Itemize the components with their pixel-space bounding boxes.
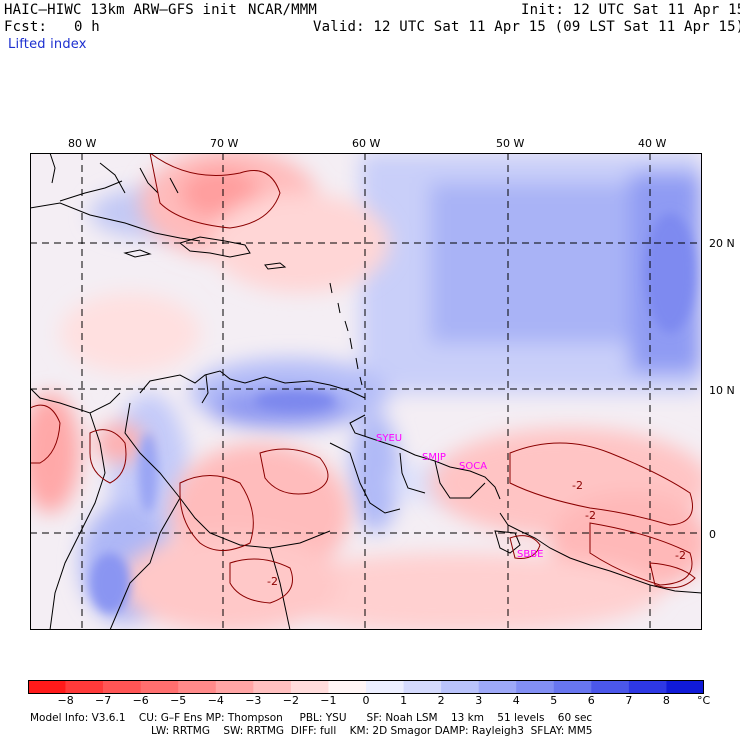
lat-label-10n: 10 N (709, 384, 735, 397)
colorbar-tick-label: 5 (550, 694, 558, 707)
lat-label-20n: 20 N (709, 237, 735, 250)
lon-label-70w: 70 W (210, 137, 239, 150)
colorbar-tick-label: −5 (170, 694, 187, 707)
contour-label: -2 (585, 509, 596, 522)
model-title: HAIC–HIWC 13km ARW–GFS init (4, 2, 237, 18)
colorbar-swatch (553, 680, 592, 694)
colorbar-tick-label: −6 (132, 694, 149, 707)
colorbar-tick-label: 8 (662, 694, 670, 707)
colorbar-frame (28, 680, 704, 694)
station-label-sbbe: SBBE (517, 549, 543, 560)
forecast-hour: 0 h (74, 19, 100, 35)
contour-label: -2 (267, 575, 278, 588)
lon-label-80w: 80 W (68, 137, 97, 150)
colorbar-swatch (28, 680, 66, 694)
colorbar-tick-label: −2 (282, 694, 299, 707)
valid-time: Valid: 12 UTC Sat 11 Apr 15 (09 LST Sat … (313, 19, 740, 35)
colorbar-swatch (103, 680, 141, 694)
colorbar-tick-label: 7 (625, 694, 633, 707)
map-frame (30, 153, 702, 630)
colorbar-swatch (178, 680, 217, 694)
lon-label-60w: 60 W (352, 137, 381, 150)
forecast-label: Fcst: (4, 19, 48, 35)
colorbar-swatch (366, 680, 404, 694)
colorbar-swatch (591, 680, 630, 694)
coastlines (30, 153, 702, 630)
init-time: Init: 12 UTC Sat 11 Apr 15 (521, 2, 740, 18)
lat-label-equator: 0 (709, 528, 716, 541)
colorbar-tick-label: −7 (94, 694, 112, 707)
contour-label: -2 (572, 479, 583, 492)
lifted-index-map: -2 -2 -2 -2 SYEU SMJP SOCA SBBE (30, 153, 702, 630)
colorbar-tick-label: 0 (362, 694, 370, 707)
colorbar-tick-label: −3 (245, 694, 262, 707)
colorbar-unit: °C (697, 694, 711, 707)
contour-label: -2 (675, 549, 686, 562)
contour-minus-2 (30, 153, 696, 604)
colorbar-swatch (666, 680, 704, 694)
colorbar-swatch (328, 680, 367, 694)
colorbar-swatch (628, 680, 667, 694)
colorbar-swatch (65, 680, 104, 694)
colorbar-tick-label: 3 (475, 694, 483, 707)
colorbar-tick-label: −1 (320, 694, 337, 707)
colorbar (28, 680, 704, 694)
model-info-line-2: LW: RRTMG SW: RRTMG DIFF: full KM: 2D Sm… (151, 725, 593, 737)
station-label-soca: SOCA (459, 461, 487, 472)
colorbar-tick-label: 6 (587, 694, 595, 707)
colorbar-swatch (441, 680, 479, 694)
lon-label-40w: 40 W (638, 137, 667, 150)
colorbar-tick-label: −8 (57, 694, 74, 707)
colorbar-swatch (215, 680, 254, 694)
colorbar-swatch (403, 680, 442, 694)
station-label-syeu: SYEU (376, 433, 402, 444)
negative-lifted-index-area (30, 153, 702, 630)
colorbar-tick-label: 4 (512, 694, 520, 707)
center-label: NCAR/MMM (248, 2, 318, 18)
colorbar-swatch (478, 680, 517, 694)
field-name: Lifted index (8, 37, 87, 52)
station-label-smjp: SMJP (422, 452, 446, 463)
colorbar-tick-label: 2 (437, 694, 445, 707)
colorbar-swatch (140, 680, 179, 694)
lon-label-50w: 50 W (496, 137, 525, 150)
model-info-line-1: Model Info: V3.6.1 CU: G–F Ens MP: Thomp… (30, 712, 593, 724)
colorbar-swatch (516, 680, 555, 694)
colorbar-tick-label: −4 (207, 694, 224, 707)
colorbar-swatch (253, 680, 292, 694)
colorbar-swatch (290, 680, 329, 694)
colorbar-tick-label: 1 (400, 694, 408, 707)
